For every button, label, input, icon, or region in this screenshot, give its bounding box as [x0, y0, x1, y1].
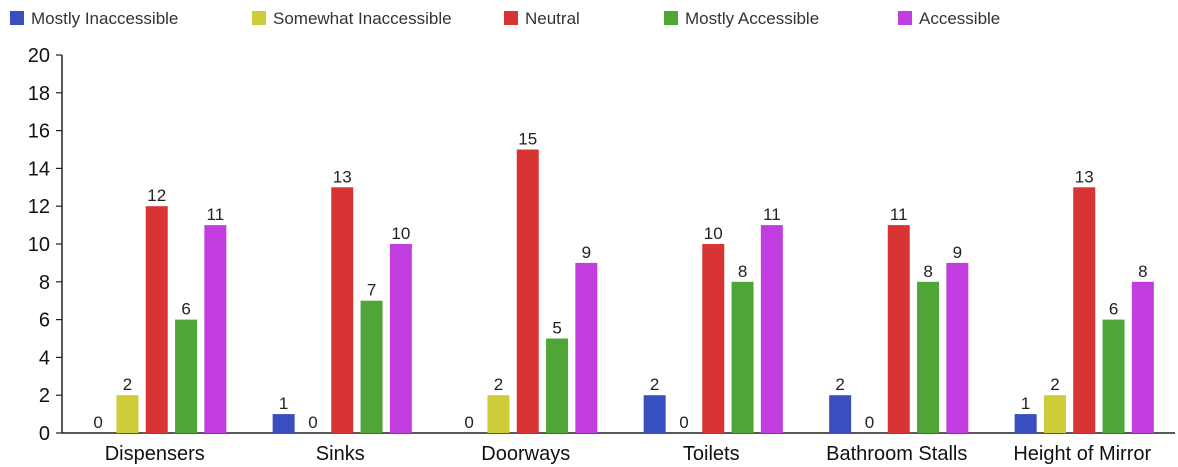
bar-5-3 — [1102, 319, 1125, 433]
y-tick-label-4: 8 — [39, 272, 50, 294]
x-tick-label-5: Height of Mirror — [1013, 443, 1151, 465]
data-label-1-0: 1 — [279, 394, 288, 413]
bar-5-4 — [1131, 281, 1154, 433]
data-label-4-4: 9 — [953, 243, 962, 262]
data-label-2-3: 5 — [552, 319, 561, 338]
legend-swatch-3 — [664, 11, 678, 25]
data-label-4-2: 11 — [890, 205, 908, 224]
bar-2-1 — [487, 395, 510, 433]
bar-2-2 — [516, 149, 539, 433]
bar-5-1 — [1043, 395, 1066, 433]
data-label-3-3: 8 — [738, 262, 747, 281]
legend-label-4: Accessible — [919, 9, 1000, 28]
bar-3-4 — [760, 225, 783, 433]
data-label-3-4: 11 — [763, 205, 781, 224]
legend-swatch-4 — [898, 11, 912, 25]
y-tick-label-0: 0 — [39, 423, 50, 445]
bar-4-3 — [917, 281, 940, 433]
x-tick-label-2: Doorways — [481, 443, 570, 465]
data-label-4-3: 8 — [923, 262, 932, 281]
bar-1-0 — [272, 414, 295, 433]
x-tick-label-3: Toilets — [683, 443, 740, 465]
legend: Mostly Inaccessible Somewhat Inaccessible… — [10, 9, 1000, 28]
bar-0-3 — [175, 319, 198, 433]
y-tick-label-9: 18 — [28, 83, 50, 105]
legend-label-3: Mostly Accessible — [685, 9, 819, 28]
bar-2-4 — [575, 262, 598, 433]
y-tick-label-1: 2 — [39, 385, 50, 407]
data-label-2-4: 9 — [582, 243, 591, 262]
data-label-5-0: 1 — [1021, 394, 1030, 413]
data-label-0-2: 12 — [147, 186, 166, 205]
bar-4-0 — [829, 395, 852, 433]
data-label-1-3: 7 — [367, 281, 376, 300]
data-label-3-1: 0 — [679, 413, 688, 432]
bar-3-0 — [643, 395, 666, 433]
data-label-5-2: 13 — [1075, 167, 1094, 186]
y-tick-label-6: 12 — [28, 196, 50, 218]
legend-label-0: Mostly Inaccessible — [31, 9, 178, 28]
legend-swatch-2 — [504, 11, 518, 25]
bar-2-3 — [546, 338, 569, 433]
bar-4-4 — [946, 262, 969, 433]
bar-1-2 — [331, 187, 354, 433]
data-label-4-0: 2 — [835, 375, 844, 394]
data-label-5-1: 2 — [1050, 375, 1059, 394]
legend-label-2: Neutral — [525, 9, 580, 28]
data-label-2-0: 0 — [464, 413, 473, 432]
data-label-1-1: 0 — [308, 413, 317, 432]
legend-swatch-0 — [10, 11, 24, 25]
y-tick-label-3: 6 — [39, 310, 50, 332]
bar-0-1 — [116, 395, 139, 433]
y-tick-label-10: 20 — [28, 45, 50, 67]
bar-5-0 — [1014, 414, 1037, 433]
y-tick-label-7: 14 — [28, 158, 50, 180]
x-tick-label-4: Bathroom Stalls — [826, 443, 967, 465]
data-label-4-1: 0 — [865, 413, 874, 432]
bar-5-2 — [1073, 187, 1096, 433]
data-label-3-2: 10 — [704, 224, 723, 243]
data-label-3-0: 2 — [650, 375, 659, 394]
legend-label-1: Somewhat Inaccessible — [273, 9, 452, 28]
bar-0-2 — [145, 206, 168, 433]
bar-0-4 — [204, 225, 227, 433]
bar-4-2 — [887, 225, 910, 433]
data-label-0-1: 2 — [123, 375, 132, 394]
x-tick-label-1: Sinks — [316, 443, 365, 465]
x-tick-label-0: Dispensers — [105, 443, 205, 465]
legend-swatch-1 — [252, 11, 266, 25]
data-label-2-1: 2 — [494, 375, 503, 394]
bar-1-3 — [360, 300, 383, 433]
data-label-1-2: 13 — [333, 167, 352, 186]
y-tick-label-2: 4 — [39, 347, 50, 369]
data-label-1-4: 10 — [391, 224, 410, 243]
y-tick-label-5: 10 — [28, 234, 50, 256]
data-label-0-3: 6 — [181, 300, 190, 319]
data-label-5-4: 8 — [1138, 262, 1147, 281]
data-label-5-3: 6 — [1109, 300, 1118, 319]
y-tick-label-8: 16 — [28, 121, 50, 143]
bar-3-3 — [731, 281, 754, 433]
data-label-0-4: 11 — [207, 205, 225, 224]
data-label-0-0: 0 — [93, 413, 102, 432]
data-label-2-2: 15 — [518, 130, 537, 149]
bar-3-2 — [702, 244, 725, 433]
bar-1-4 — [389, 244, 412, 433]
